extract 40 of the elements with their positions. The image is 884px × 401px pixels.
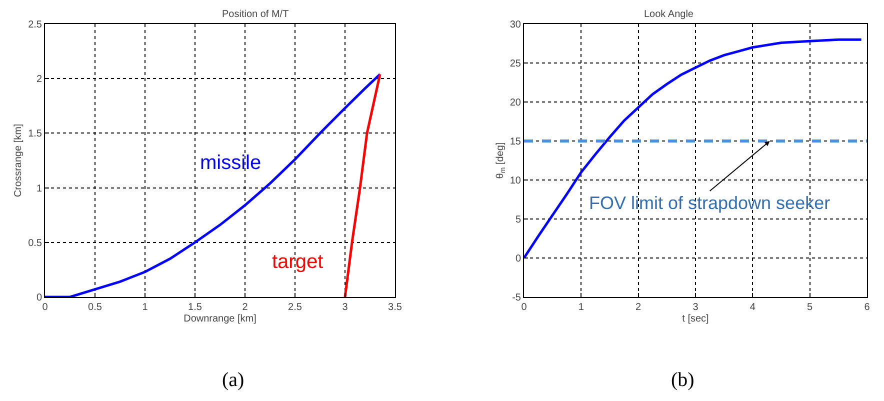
x-tick-label: 0.5 <box>88 302 102 313</box>
text: (a) <box>222 369 244 391</box>
x-tick-label: 4 <box>750 302 756 313</box>
y-tick-label: 25 <box>510 58 522 70</box>
y-tick-label: 1.5 <box>28 128 42 140</box>
x-tick-label: 3 <box>342 302 348 313</box>
line-series <box>344 72 382 297</box>
line-series <box>524 38 863 260</box>
series-label: target <box>272 251 324 273</box>
x-tick-label: 3 <box>692 302 699 313</box>
line-series <box>45 72 382 297</box>
annotation: FOV limit of strapdown seeker <box>589 193 830 213</box>
y-tick-label: 0 <box>515 254 522 264</box>
y-tick-label: 15 <box>510 136 522 148</box>
series-label: missile <box>200 152 262 174</box>
x-tick-label: 1 <box>578 302 584 313</box>
y-tick-label: 5 <box>515 214 522 226</box>
y-tick-label: 0.5 <box>28 238 42 249</box>
x-tick-label: 2 <box>636 302 642 313</box>
y-tick-label: 10 <box>510 176 522 186</box>
y-axis-title: Crossrange [km] <box>13 124 24 198</box>
chart-title: Position of M/T <box>222 9 289 20</box>
y-tick-label: 20 <box>510 98 522 108</box>
y-tick-label: 30 <box>510 20 522 30</box>
x-tick-label: 1.5 <box>188 302 202 313</box>
y-tick-label: 2.5 <box>28 20 42 30</box>
x-tick-label: 2 <box>242 302 248 313</box>
text: (b) <box>671 369 694 391</box>
x-tick-label: 6 <box>864 302 870 313</box>
x-tick-label: 3.5 <box>388 302 402 313</box>
chart-title: Look Angle <box>644 9 694 20</box>
x-axis-title: Downrange [km] <box>184 314 257 324</box>
x-tick-label: 2.5 <box>288 302 302 313</box>
y-tick-label: 0 <box>36 292 42 304</box>
y-tick-label: -5 <box>512 292 522 304</box>
y-tick-label: 1 <box>36 183 42 194</box>
x-tick-label: 5 <box>807 302 814 313</box>
x-axis-title: t [sec] <box>682 314 710 324</box>
x-tick-label: 1 <box>142 302 148 313</box>
y-tick-label: 2 <box>36 74 42 86</box>
